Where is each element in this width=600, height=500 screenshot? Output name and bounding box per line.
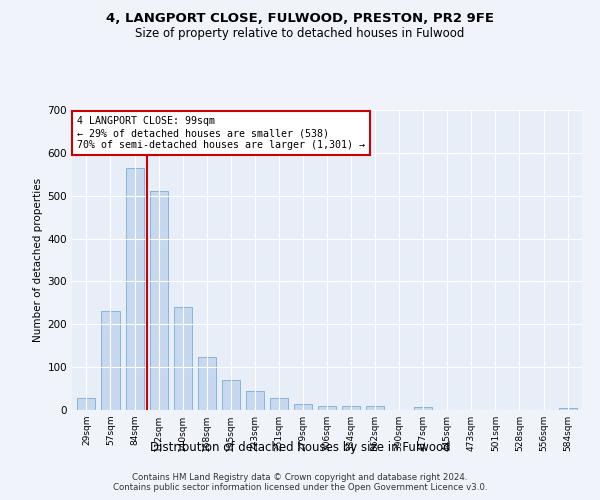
Bar <box>270 398 288 410</box>
Bar <box>559 408 577 410</box>
Bar <box>77 398 95 410</box>
Bar <box>101 312 119 410</box>
Y-axis label: Number of detached properties: Number of detached properties <box>34 178 43 342</box>
Bar <box>318 406 336 410</box>
Bar <box>149 192 167 410</box>
Bar <box>294 404 312 410</box>
Bar <box>173 307 191 410</box>
Bar <box>414 406 432 410</box>
Bar <box>197 358 216 410</box>
Text: Size of property relative to detached houses in Fulwood: Size of property relative to detached ho… <box>136 28 464 40</box>
Text: 4 LANGPORT CLOSE: 99sqm
← 29% of detached houses are smaller (538)
70% of semi-d: 4 LANGPORT CLOSE: 99sqm ← 29% of detache… <box>77 116 365 150</box>
Bar <box>222 380 240 410</box>
Text: 4, LANGPORT CLOSE, FULWOOD, PRESTON, PR2 9FE: 4, LANGPORT CLOSE, FULWOOD, PRESTON, PR2… <box>106 12 494 26</box>
Bar <box>366 406 384 410</box>
Text: Distribution of detached houses by size in Fulwood: Distribution of detached houses by size … <box>149 441 451 454</box>
Bar <box>246 390 264 410</box>
Bar <box>125 168 143 410</box>
Bar <box>342 406 360 410</box>
Text: Contains HM Land Registry data © Crown copyright and database right 2024.
Contai: Contains HM Land Registry data © Crown c… <box>113 473 487 492</box>
